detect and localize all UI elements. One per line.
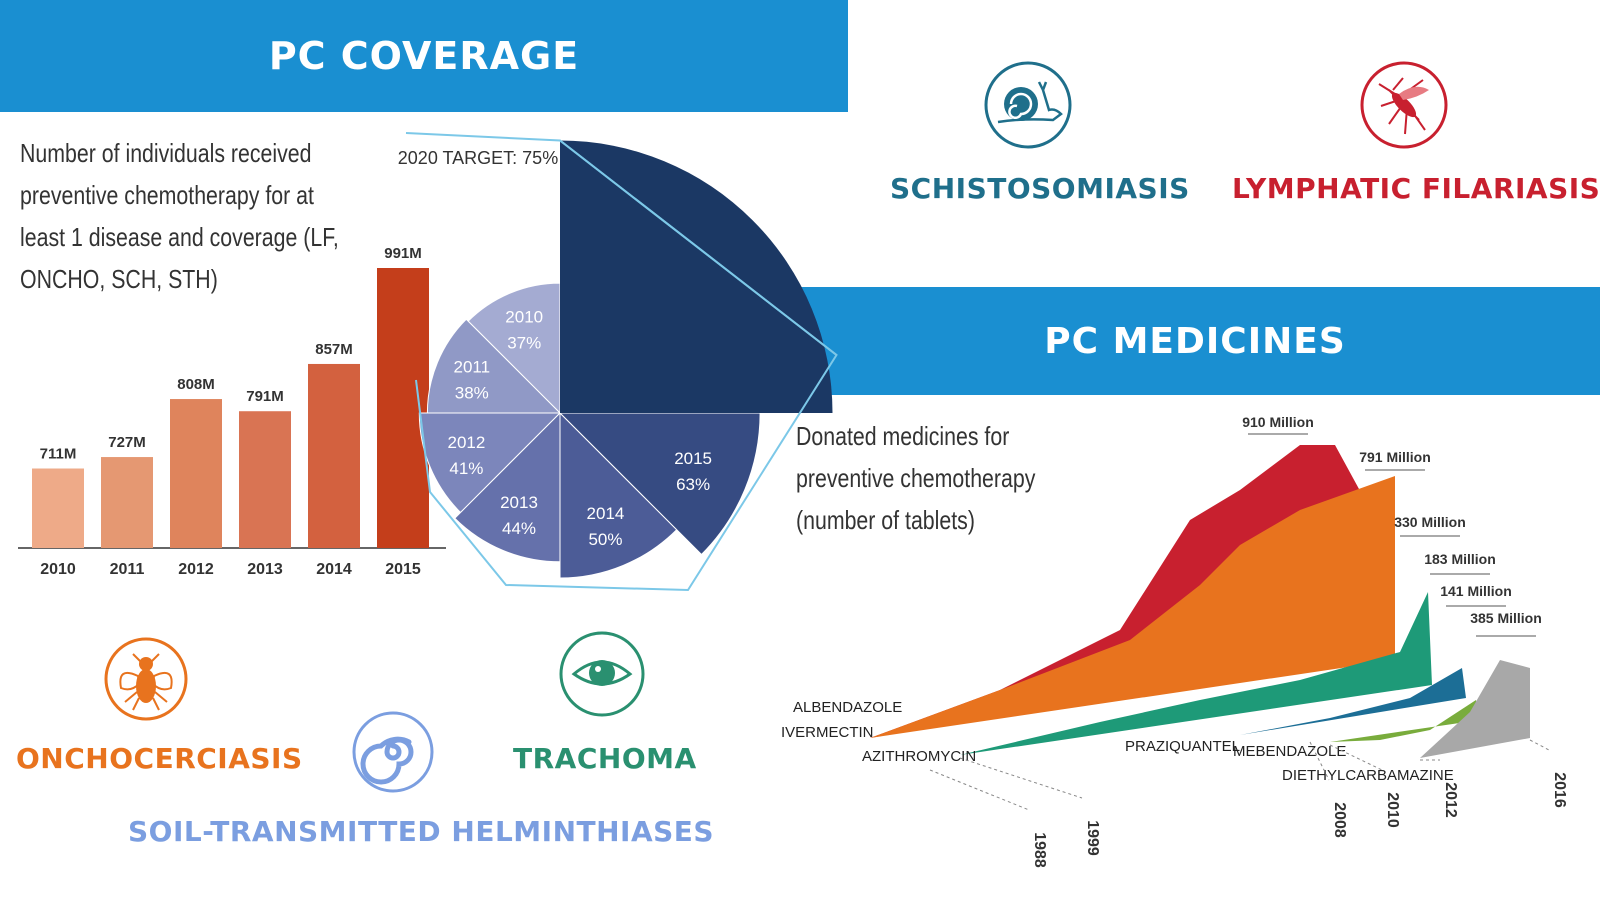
pie-slice-2010 — [467, 282, 561, 415]
area-tick-label-1999: 1999 — [1084, 820, 1101, 856]
pie-value-label-2011: 38% — [455, 383, 489, 402]
bar-value-label-2015: 991M — [384, 245, 422, 262]
area-peak-label-mebendazole: 141 Million — [1440, 583, 1512, 599]
area-tick-leader-1999 — [959, 757, 1083, 799]
area-peak-label-ivermectin: 791 Million — [1359, 449, 1431, 465]
pie-value-label-2014: 50% — [588, 530, 622, 549]
area-tick-leader-2008 — [1309, 741, 1330, 781]
pie-target-diagonal — [559, 139, 838, 356]
bar-value-label-2013: 791M — [246, 388, 284, 405]
disease-label-sth: SOIL-TRANSMITTED HELMINTHIASES — [128, 815, 715, 848]
bar-2011 — [101, 457, 153, 548]
blackfly-icon — [104, 637, 188, 721]
area-peak-label-diethylcarbamazine: 385 Million — [1470, 610, 1542, 626]
coverage-pie-chart: 2010 37% 2011 38% 2012 41% 2013 44% 2014 50% 2015 6… — [398, 132, 838, 592]
bar-value-label-2011: 727M — [108, 434, 146, 451]
area-series-label-azithromycin: AZITHROMYCIN — [862, 748, 976, 765]
pie-value-label-2013: 44% — [502, 519, 536, 538]
mosquito-icon — [1360, 61, 1448, 149]
pie-slice-2011 — [426, 318, 562, 414]
pie-year-label-2014: 2014 — [587, 504, 625, 523]
area-praziquantel — [1240, 668, 1466, 735]
coverage-bar-chart: 711M 2010 727M 2011 808M 2012 791M 2013 857M 2014… — [18, 245, 446, 578]
area-series-label-mebendazole: MEBENDAZOLE — [1233, 743, 1346, 760]
pc-medicines-banner: PC MEDICINES — [790, 287, 1600, 395]
pie-year-label-2010: 2010 — [505, 308, 543, 327]
bar-tick-label-2010: 2010 — [40, 561, 76, 578]
pc-coverage-banner: PC COVERAGE — [0, 0, 848, 112]
area-tick-label-2010: 2010 — [1384, 792, 1401, 828]
pie-value-label-2010: 37% — [507, 334, 541, 353]
bar-2010 — [32, 468, 84, 548]
pie-year-label-2012: 2012 — [447, 433, 485, 452]
area-ivermectin — [870, 476, 1395, 738]
bar-value-label-2010: 711M — [40, 446, 77, 463]
bar-tick-label-2012: 2012 — [178, 561, 214, 578]
snail-icon — [984, 61, 1072, 149]
bar-tick-label-2014: 2014 — [316, 561, 352, 578]
bar-2013 — [239, 411, 291, 548]
area-series-label-albendazole: ALBENDAZOLE — [793, 699, 902, 716]
area-peak-label-azithromycin: 330 Million — [1394, 514, 1466, 530]
bar-tick-label-2013: 2013 — [247, 561, 283, 578]
pie-slice-2013 — [454, 411, 561, 563]
bar-tick-label-2015: 2015 — [385, 561, 421, 578]
pie-target-label: 2020 TARGET: 75% — [398, 148, 558, 168]
area-tick-label-2012: 2012 — [1442, 782, 1459, 818]
area-tick-label-2016: 2016 — [1551, 772, 1568, 808]
bar-tick-label-2011: 2011 — [110, 561, 145, 578]
medicines-description: Donated medicines for preventive chemoth… — [796, 421, 1036, 535]
worm-spiral-icon — [352, 711, 434, 793]
area-tick-leader-2010 — [1329, 744, 1383, 771]
bar-2015 — [377, 268, 429, 548]
pie-slice-2012 — [418, 412, 562, 514]
pie-value-label-2015: 63% — [676, 475, 710, 494]
area-tick-leader-1988 — [929, 769, 1030, 811]
area-diethylcarbamazine — [1420, 660, 1530, 758]
area-series-label-ivermectin: IVERMECTIN — [781, 724, 874, 741]
bar-2014 — [308, 363, 360, 548]
disease-label-onchocerciasis: ONCHOCERCIASIS — [16, 742, 303, 775]
coverage-description: Number of individuals received preventiv… — [20, 138, 339, 294]
area-peak-label-praziquantel: 183 Million — [1424, 551, 1496, 567]
disease-label-lymphatic-filariasis: LYMPHATIC FILARIASIS — [1232, 172, 1600, 205]
pie-slice-2015 — [558, 412, 761, 556]
pie-slice-2014 — [559, 411, 678, 579]
area-tick-label-2008: 2008 — [1331, 802, 1348, 838]
area-tick-label-1988: 1988 — [1031, 832, 1048, 868]
disease-label-schistosomiasis: SCHISTOSOMIASIS — [890, 172, 1190, 205]
pie-year-label-2015: 2015 — [674, 449, 712, 468]
bar-2012 — [170, 399, 222, 548]
area-tick-leader-2016 — [1529, 739, 1550, 751]
area-series-label-diethylcarbamazine: DIETHYLCARBAMAZINE — [1282, 767, 1454, 784]
medicines-area-chart: 910 Million ALBENDAZOLE 791 Million IVERMEC… — [781, 414, 1568, 868]
area-series-label-praziquantel: PRAZIQUANTEL — [1125, 738, 1240, 755]
eye-icon — [559, 631, 645, 717]
area-peak-label-albendazole: 910 Million — [1242, 414, 1314, 430]
bar-value-label-2014: 857M — [315, 341, 353, 358]
disease-label-trachoma: TRACHOMA — [513, 742, 697, 775]
pie-value-label-2012: 41% — [449, 459, 483, 478]
pie-target-slice — [560, 140, 833, 413]
pie-year-label-2013: 2013 — [500, 493, 538, 512]
bar-value-label-2012: 808M — [177, 376, 215, 393]
area-azithromycin — [960, 592, 1432, 755]
pie-year-label-2011: 2011 — [454, 357, 491, 376]
area-mebendazole — [1330, 700, 1480, 742]
